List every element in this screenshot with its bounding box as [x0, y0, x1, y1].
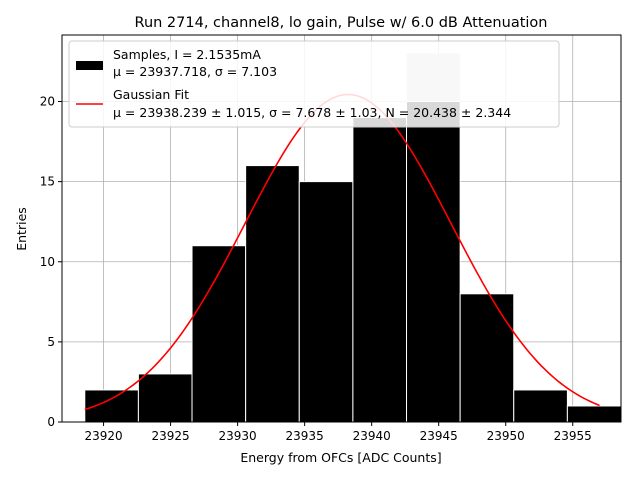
y-tick-label: 5 [47, 335, 55, 349]
y-axis-label: Entries [14, 207, 29, 251]
histogram-bars [84, 101, 622, 423]
histogram-bar [245, 165, 300, 423]
axes-frame [61, 34, 622, 423]
x-axis-label: Energy from OFCs [ADC Counts] [240, 450, 441, 465]
histogram-bar [513, 389, 568, 423]
histogram-bar [191, 245, 247, 423]
legend-histogram-stats: μ = 23937.718, σ = 7.103 [113, 64, 277, 79]
legend: Samples, I = 2.1535mA μ = 23937.718, σ =… [68, 40, 560, 128]
y-tick-label: 0 [47, 415, 55, 429]
histogram-bar [459, 293, 515, 423]
legend-histogram-swatch [76, 61, 103, 70]
histogram-bar [84, 389, 139, 423]
legend-fit-stats: μ = 23938.239 ± 1.015, σ = 7.678 ± 1.03,… [113, 105, 511, 120]
chart-title: Run 2714, channel8, lo gain, Pulse w/ 6.… [135, 15, 548, 31]
histogram-bar [298, 181, 354, 423]
x-tick-label: 23940 [353, 429, 391, 443]
histogram-bar [566, 405, 622, 423]
y-tick-label: 15 [40, 175, 55, 189]
x-tick-label: 23955 [554, 429, 592, 443]
histogram-bar [352, 117, 408, 423]
x-tick-label: 23925 [151, 429, 189, 443]
legend-histogram-label: Samples, I = 2.1535mA [113, 47, 261, 62]
histogram-bar [406, 101, 461, 423]
y-tick-label: 20 [40, 95, 55, 109]
x-tick-label: 23930 [219, 429, 257, 443]
y-tick-label: 10 [40, 255, 55, 269]
x-tick-label: 23935 [286, 429, 324, 443]
legend-box [68, 40, 560, 128]
x-tick-label: 23920 [84, 429, 122, 443]
y-axis-ticks: 0 5 10 15 20 [40, 95, 62, 429]
x-tick-label: 23950 [487, 429, 525, 443]
x-axis-ticks: 23920 23925 23930 23935 23940 23945 23950 23955 [84, 422, 592, 443]
x-tick-label: 23945 [420, 429, 458, 443]
histogram-bar [137, 373, 193, 423]
legend-fit-label: Gaussian Fit [113, 87, 189, 102]
